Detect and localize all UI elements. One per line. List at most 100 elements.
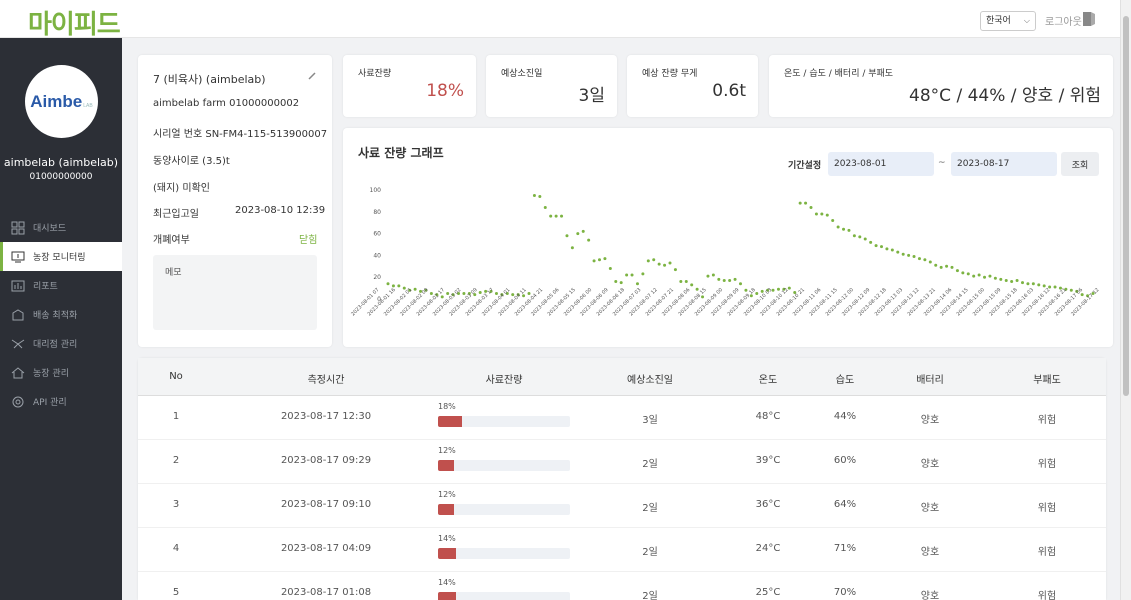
sidebar-item-label: 농장 모니터링 — [33, 253, 86, 263]
data-point — [831, 219, 835, 223]
data-point — [402, 286, 406, 290]
page-scrollbar[interactable] — [1120, 0, 1131, 600]
data-point — [429, 292, 433, 296]
data-point — [549, 214, 553, 218]
data-point — [1004, 278, 1008, 282]
api-icon — [12, 396, 24, 407]
sidebar-item-farm-management[interactable]: 농장 관리 — [0, 358, 122, 387]
query-button[interactable]: 조회 — [1061, 152, 1099, 176]
data-point — [473, 293, 477, 297]
language-select[interactable]: 한국어 ⌵ — [980, 11, 1036, 31]
edit-icon[interactable] — [307, 71, 317, 81]
col-header-temp: 온도 — [758, 375, 778, 386]
data-point — [847, 228, 851, 232]
data-point — [576, 232, 580, 236]
days-left-value: 3일 — [578, 86, 605, 106]
row-no: 3 — [172, 499, 180, 510]
avatar-logo: AimbeLAB — [30, 92, 92, 112]
row-time: 2023-08-17 09:10 — [280, 499, 372, 510]
col-header-decay: 부패도 — [1033, 375, 1061, 386]
table-row[interactable]: 1 2023-08-17 12:30 3일 48°C 44% 양호 위험 18% — [138, 396, 1106, 440]
col-header-feed: 사료잔량 — [485, 375, 523, 386]
row-days: 2일 — [642, 503, 658, 514]
data-point — [386, 282, 390, 286]
sidebar-item-agency[interactable]: 대리점 관리 — [0, 329, 122, 358]
data-point — [489, 289, 493, 293]
table-row[interactable]: 3 2023-08-17 09:10 2일 36°C 64% 양호 위험 12% — [138, 484, 1106, 528]
data-point — [744, 288, 748, 292]
data-point — [603, 257, 607, 261]
table-row[interactable]: 4 2023-08-17 04:09 2일 24°C 71% 양호 위험 14% — [138, 528, 1106, 572]
row-humidity: 44% — [833, 411, 857, 422]
x-tick-label: 2023-08-01 07 — [350, 287, 380, 317]
sidebar: AimbeLAB aimbelab (aimbelab) 01000000000… — [0, 38, 122, 600]
data-point — [993, 276, 997, 280]
open-status-value: 닫힘 — [299, 235, 318, 246]
sidebar-item-api[interactable]: API 관리 — [0, 387, 122, 416]
scroll-thumb[interactable] — [1123, 16, 1129, 396]
data-point — [570, 246, 574, 250]
table-row[interactable]: 5 2023-08-17 01:08 2일 25°C 70% 양호 위험 14% — [138, 572, 1106, 600]
row-feed-bar — [438, 548, 570, 559]
logout-icon[interactable] — [1082, 11, 1096, 27]
row-temp: 25°C — [755, 587, 781, 598]
home-icon — [11, 366, 25, 378]
row-feed-percent: 12% — [438, 490, 456, 499]
data-point — [397, 284, 401, 288]
row-temp: 36°C — [755, 499, 781, 510]
col-header-days: 예상소진일 — [627, 375, 673, 386]
sidebar-item-label: 대시보드 — [33, 224, 67, 234]
memo-box[interactable]: 메모 — [153, 255, 317, 330]
sidebar-item-label: 리포트 — [33, 282, 58, 292]
data-point — [484, 289, 488, 293]
data-point — [560, 214, 564, 218]
farm-info: aimbelab farm 01000000002 — [153, 98, 300, 109]
device-info-card: 7 (비육사) (aimbelab) aimbelab farm 0100000… — [138, 55, 332, 347]
data-point — [1064, 287, 1068, 291]
data-point — [1053, 285, 1057, 289]
data-point — [739, 282, 742, 286]
data-point — [945, 264, 949, 268]
sidebar-item-delivery[interactable]: 배송 최적화 — [0, 300, 122, 329]
data-point — [657, 262, 661, 266]
data-point — [1042, 284, 1046, 288]
data-point — [668, 261, 672, 265]
sidebar-item-farm-monitoring[interactable]: 농장 모니터링 — [0, 242, 122, 271]
data-point — [858, 235, 862, 239]
data-point — [641, 272, 645, 276]
logout-link[interactable]: 로그아웃 — [1045, 17, 1082, 28]
avatar: AimbeLAB — [25, 65, 98, 138]
data-point — [842, 227, 846, 231]
data-point — [630, 273, 634, 277]
sidebar-item-report[interactable]: 리포트 — [0, 271, 122, 300]
data-point — [961, 271, 965, 275]
data-point — [755, 292, 759, 296]
y-tick-label: 0 — [377, 296, 381, 303]
sidebar-item-label: 배송 최적화 — [33, 311, 78, 321]
monitor-icon — [11, 251, 25, 262]
start-date-input[interactable] — [828, 152, 934, 176]
row-battery: 양호 — [920, 459, 940, 470]
data-point — [695, 287, 699, 291]
data-point — [983, 275, 987, 279]
memo-label: 메모 — [165, 268, 182, 278]
sidebar-item-dashboard[interactable]: 대시보드 — [0, 213, 122, 242]
data-point — [625, 273, 629, 277]
data-point — [749, 294, 753, 298]
data-point — [1048, 285, 1052, 289]
data-point — [776, 287, 780, 291]
row-feed-bar — [438, 504, 570, 515]
data-point — [608, 266, 612, 270]
feed-remain-card: 사료잔량 18% — [343, 55, 476, 117]
table-row[interactable]: 2 2023-08-17 09:29 2일 39°C 60% 양호 위험 12% — [138, 440, 1106, 484]
end-date-input[interactable] — [951, 152, 1057, 176]
data-point — [635, 282, 639, 286]
app-logo[interactable]: 마이피드 — [28, 10, 121, 40]
data-point — [711, 273, 715, 277]
data-point — [804, 201, 808, 205]
data-point — [1026, 282, 1030, 286]
data-point — [451, 293, 455, 297]
data-point — [820, 212, 824, 216]
data-point — [543, 205, 547, 209]
user-id: 01000000000 — [29, 172, 93, 182]
